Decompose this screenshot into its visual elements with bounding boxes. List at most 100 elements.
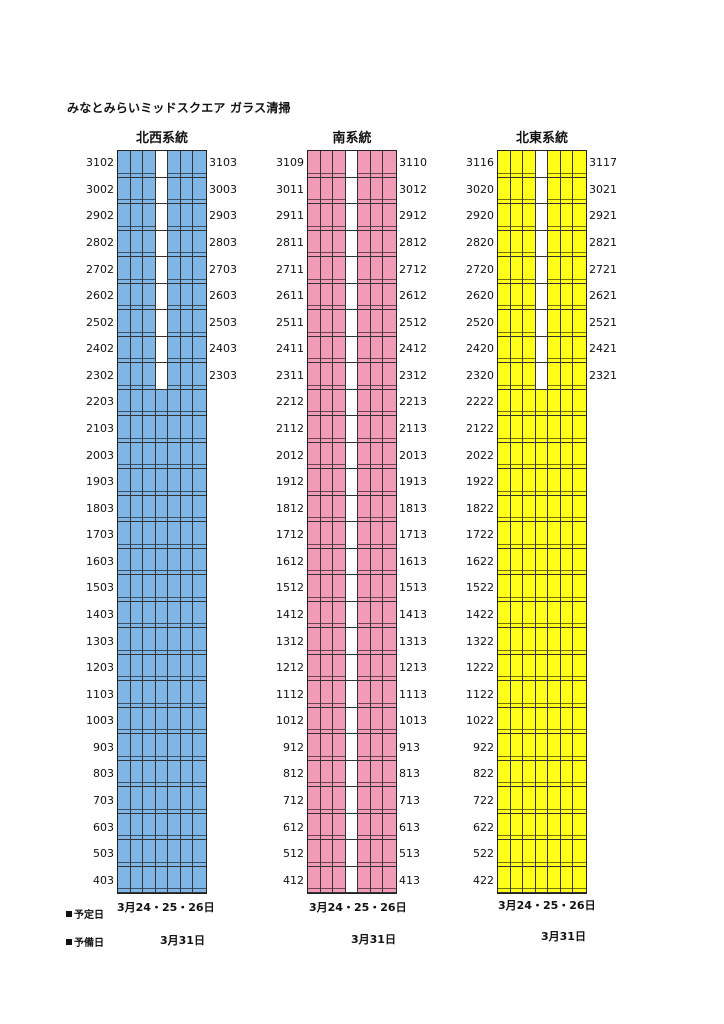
window-pane bbox=[523, 204, 536, 231]
window-pane bbox=[320, 389, 334, 416]
window-pane bbox=[118, 204, 131, 231]
window-pane bbox=[320, 442, 334, 469]
window-pane bbox=[510, 204, 524, 231]
window-pane bbox=[498, 310, 511, 337]
floor-label-left: 1212 bbox=[276, 661, 304, 675]
window-pane bbox=[130, 151, 144, 178]
floor-label-right: 1313 bbox=[399, 634, 427, 648]
window-pane bbox=[118, 310, 131, 337]
window-pane bbox=[130, 787, 144, 814]
window-pane bbox=[573, 177, 586, 204]
window-pane bbox=[168, 707, 181, 734]
floor-label-left: 2222 bbox=[466, 395, 494, 409]
floor-label-right: 2921 bbox=[589, 209, 617, 223]
window-pane bbox=[130, 416, 144, 443]
window-pane bbox=[155, 654, 169, 681]
window-pane bbox=[560, 204, 574, 231]
window-pane bbox=[535, 575, 549, 602]
floor-label-left: 1812 bbox=[276, 501, 304, 515]
window-pane bbox=[548, 363, 561, 390]
window-pane bbox=[370, 230, 384, 257]
window-pane bbox=[320, 707, 334, 734]
window-pane bbox=[383, 204, 396, 231]
window-pane bbox=[383, 469, 396, 496]
floor-label-left: 2112 bbox=[276, 422, 304, 435]
window-pane bbox=[193, 204, 206, 231]
window-pane bbox=[548, 707, 561, 734]
window-pane bbox=[535, 681, 549, 708]
floor-label-left: 1922 bbox=[466, 475, 494, 489]
window-pane bbox=[370, 654, 384, 681]
window-pane bbox=[383, 734, 396, 761]
window-pane bbox=[345, 230, 359, 257]
window-pane bbox=[180, 654, 194, 681]
window-pane bbox=[573, 257, 586, 284]
window-pane bbox=[168, 575, 181, 602]
window-pane bbox=[193, 813, 206, 840]
window-pane bbox=[510, 151, 524, 178]
window-pane bbox=[155, 813, 169, 840]
floor-label-right: 2703 bbox=[209, 262, 237, 276]
floor-label-right: 1613 bbox=[399, 554, 427, 568]
window-pane bbox=[548, 257, 561, 284]
window-pane bbox=[560, 840, 574, 867]
window-pane bbox=[155, 734, 169, 761]
window-pane bbox=[548, 336, 561, 363]
window-pane bbox=[193, 495, 206, 522]
window-pane bbox=[345, 840, 359, 867]
window-pane bbox=[180, 813, 194, 840]
window-pane bbox=[510, 442, 524, 469]
window-pane bbox=[143, 495, 156, 522]
window-pane bbox=[560, 442, 574, 469]
window-pane bbox=[308, 734, 321, 761]
window-pane bbox=[345, 787, 359, 814]
window-pane bbox=[548, 389, 561, 416]
window-pane bbox=[143, 601, 156, 628]
floor-label-left: 1622 bbox=[466, 554, 494, 568]
column-title-northeast: 北東系統 bbox=[515, 131, 568, 146]
window-pane bbox=[383, 230, 396, 257]
floor-label-left: 2620 bbox=[466, 289, 494, 303]
window-pane bbox=[130, 442, 144, 469]
window-pane bbox=[498, 707, 511, 734]
window-pane bbox=[130, 548, 144, 575]
window-pane bbox=[535, 813, 549, 840]
window-pane bbox=[535, 654, 549, 681]
window-pane bbox=[383, 654, 396, 681]
window-pane bbox=[560, 575, 574, 602]
window-pane bbox=[345, 522, 359, 549]
window-pane bbox=[370, 601, 384, 628]
window-pane bbox=[155, 787, 169, 814]
floor-label-left: 422 bbox=[473, 873, 494, 887]
window-pane bbox=[320, 230, 334, 257]
window-pane bbox=[168, 310, 181, 337]
window-pane bbox=[573, 734, 586, 761]
window-pane bbox=[320, 469, 334, 496]
floor-label-left: 3102 bbox=[86, 156, 114, 170]
floor-label-right: 3003 bbox=[209, 182, 237, 196]
window-pane bbox=[573, 283, 586, 310]
window-pane bbox=[193, 681, 206, 708]
window-pane bbox=[308, 310, 321, 337]
floor-label-left: 903 bbox=[93, 740, 114, 754]
window-pane bbox=[130, 283, 144, 310]
window-pane bbox=[560, 681, 574, 708]
window-pane bbox=[345, 336, 359, 363]
window-pane bbox=[345, 575, 359, 602]
window-pane bbox=[333, 522, 346, 549]
window-pane bbox=[548, 442, 561, 469]
window-pane bbox=[155, 601, 169, 628]
window-pane bbox=[523, 760, 536, 787]
window-pane bbox=[573, 681, 586, 708]
window-pane bbox=[333, 654, 346, 681]
floor-label-left: 712 bbox=[283, 794, 304, 807]
floor-label-left: 2511 bbox=[276, 315, 304, 329]
window-pane bbox=[510, 813, 524, 840]
window-pane bbox=[498, 283, 511, 310]
window-pane bbox=[320, 204, 334, 231]
window-pane bbox=[358, 310, 371, 337]
window-pane bbox=[370, 813, 384, 840]
window-pane bbox=[130, 840, 144, 867]
window-pane bbox=[370, 522, 384, 549]
floor-label-right: 2521 bbox=[589, 315, 617, 329]
